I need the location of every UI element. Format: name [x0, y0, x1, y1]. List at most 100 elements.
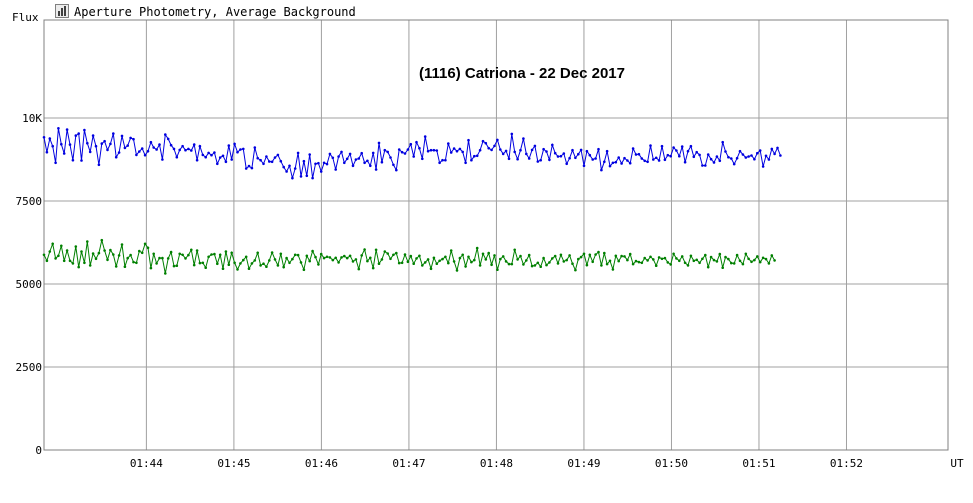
data-point [129, 253, 132, 257]
data-point [628, 161, 632, 165]
data-point [109, 142, 112, 146]
data-point [328, 152, 332, 156]
data-point [444, 158, 447, 162]
data-point [438, 161, 441, 165]
data-point [187, 147, 190, 151]
data-point [767, 158, 771, 161]
data-point [97, 163, 101, 167]
data-point [308, 259, 312, 263]
data-point [441, 158, 444, 162]
data-point [678, 154, 681, 158]
data-point [657, 256, 661, 259]
data-point [276, 153, 280, 157]
data-point [123, 146, 127, 150]
data-point [447, 142, 450, 145]
data-point [244, 255, 248, 259]
data-point [438, 259, 441, 263]
data-point [314, 255, 317, 259]
data-point [380, 160, 384, 164]
data-point [288, 261, 291, 265]
data-point [224, 250, 228, 253]
data-point [155, 148, 158, 151]
data-point [718, 159, 722, 163]
data-point [530, 148, 534, 152]
data-point [340, 150, 343, 154]
data-point [525, 259, 528, 262]
data-point [322, 256, 326, 260]
data-point [270, 251, 274, 254]
series-0 [42, 127, 782, 181]
data-point [758, 260, 762, 264]
data-point [458, 147, 462, 151]
data-point [579, 148, 583, 152]
data-point [100, 142, 104, 145]
data-point [426, 149, 430, 153]
data-point [322, 161, 326, 165]
data-point [60, 142, 63, 146]
data-point [764, 257, 768, 261]
data-point [169, 143, 173, 147]
data-point [770, 147, 774, 151]
data-point [256, 251, 260, 255]
data-point [579, 255, 583, 259]
data-point [649, 255, 652, 259]
chart-series [42, 127, 782, 275]
data-point [317, 161, 320, 165]
data-point [152, 146, 155, 149]
y-tick-label: 0 [35, 444, 42, 457]
data-point [357, 157, 361, 160]
x-axis-label: UT [950, 457, 964, 470]
data-point [620, 162, 623, 165]
y-tick-label: 5000 [16, 278, 43, 291]
data-point [198, 144, 202, 148]
data-point [484, 141, 488, 145]
data-point [643, 256, 646, 260]
data-point [195, 249, 199, 252]
data-point [484, 258, 488, 261]
data-point [126, 144, 129, 147]
data-point [74, 245, 78, 248]
data-point [591, 158, 594, 161]
data-point [256, 156, 260, 160]
data-point [464, 265, 467, 268]
data-point [510, 132, 514, 136]
data-point [753, 258, 756, 262]
data-point [184, 148, 187, 152]
data-point [721, 266, 724, 270]
data-point [507, 262, 511, 266]
data-point [305, 254, 309, 258]
data-point [724, 150, 727, 153]
data-point [138, 249, 141, 253]
data-point [675, 257, 678, 260]
data-point [149, 140, 153, 144]
data-point [230, 158, 233, 161]
data-point [660, 144, 664, 148]
data-point [519, 148, 522, 152]
data-point [709, 255, 713, 259]
data-point [750, 154, 753, 157]
data-point [735, 253, 739, 257]
data-point [262, 262, 265, 266]
data-point [721, 140, 724, 144]
data-point [65, 249, 69, 252]
data-point [325, 162, 329, 166]
data-point [536, 160, 540, 163]
photometry-chart-icon[interactable] [55, 4, 69, 18]
data-point [467, 138, 470, 142]
data-point [663, 256, 667, 260]
data-point [732, 162, 736, 166]
data-point [331, 258, 335, 262]
data-point [513, 248, 516, 252]
data-point [192, 263, 196, 267]
data-point [135, 261, 138, 265]
data-point [527, 253, 531, 257]
data-point [582, 252, 586, 256]
data-point [45, 259, 49, 263]
data-point [60, 244, 63, 248]
data-point [374, 168, 378, 171]
chart-title: (1116) Catriona - 22 Dec 2017 [419, 65, 625, 82]
data-point [525, 152, 528, 156]
data-point [464, 161, 467, 165]
data-point [406, 148, 410, 151]
data-point [51, 242, 54, 246]
